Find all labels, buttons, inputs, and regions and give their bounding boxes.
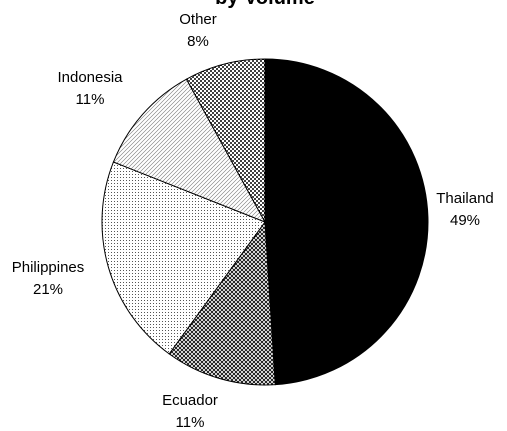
slice-value-thailand: 49% — [450, 212, 480, 229]
pie-slice-thailand — [264, 58, 429, 386]
slice-value-philippines: 21% — [33, 281, 63, 298]
slice-value-ecuador: 11% — [176, 414, 205, 431]
pie-labels: Thailand 49% Ecuador 11% Philippines 21% Indon… — [12, 11, 494, 431]
pie-slices — [101, 58, 429, 386]
slice-label-indonesia: Indonesia — [57, 69, 123, 86]
slice-label-ecuador: Ecuador — [162, 392, 218, 409]
slice-label-philippines: Philippines — [12, 259, 85, 276]
pie-slice-philippines — [101, 161, 266, 355]
chart-title: by Volume — [215, 0, 315, 9]
slice-value-other: 8% — [187, 33, 209, 50]
pie-slice-other — [185, 58, 266, 223]
slice-label-other: Other — [179, 11, 217, 28]
pie-slice-indonesia — [112, 78, 267, 223]
slice-value-indonesia: 11% — [76, 91, 105, 108]
pie-slice-ecuador — [168, 220, 276, 386]
slice-label-thailand: Thailand — [436, 190, 494, 207]
